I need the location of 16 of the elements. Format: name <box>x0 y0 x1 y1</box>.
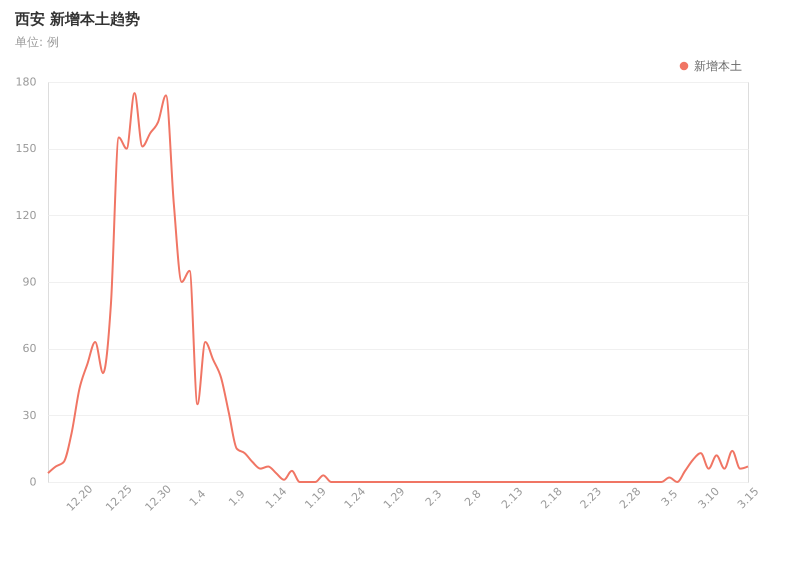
y-tick-label: 150 <box>16 142 36 156</box>
y-tick-label: 120 <box>16 208 36 222</box>
line-series <box>47 92 749 483</box>
x-tick-label: 2.3 <box>422 487 444 509</box>
y-tick-label: 30 <box>22 408 36 422</box>
x-tick-label: 3.5 <box>658 487 680 509</box>
x-tick-label: 1.9 <box>226 487 248 509</box>
x-tick-label: 1.4 <box>186 487 208 509</box>
y-tick-label: 60 <box>22 342 36 356</box>
y-tick-label: 180 <box>16 76 36 88</box>
y-tick-label: 90 <box>22 276 36 288</box>
legend-label: 新增本土 <box>694 59 742 73</box>
chart-subtitle: 单位: 例 <box>15 35 59 49</box>
x-tick-label: 2.8 <box>462 487 484 509</box>
chart-title: 西安 新增本土趋势 <box>14 10 140 28</box>
y-tick-label: 0 <box>30 476 36 488</box>
